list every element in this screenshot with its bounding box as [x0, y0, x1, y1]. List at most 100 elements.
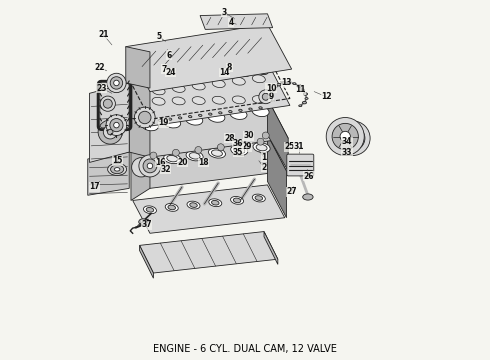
Text: 25: 25	[285, 143, 295, 152]
Ellipse shape	[189, 116, 192, 118]
Ellipse shape	[303, 194, 313, 200]
Polygon shape	[129, 117, 150, 157]
Text: 12: 12	[321, 92, 331, 101]
Text: 32: 32	[160, 165, 171, 174]
Circle shape	[107, 73, 126, 93]
Ellipse shape	[209, 199, 222, 207]
Polygon shape	[133, 185, 285, 233]
Ellipse shape	[234, 147, 245, 154]
Ellipse shape	[208, 112, 225, 122]
Ellipse shape	[164, 154, 181, 164]
Ellipse shape	[202, 75, 213, 81]
Text: 9: 9	[269, 92, 273, 101]
Ellipse shape	[223, 74, 229, 77]
Text: 30: 30	[243, 131, 254, 140]
Ellipse shape	[186, 78, 192, 81]
Text: 2: 2	[261, 163, 267, 172]
Ellipse shape	[293, 83, 296, 85]
Ellipse shape	[230, 109, 247, 120]
Ellipse shape	[231, 197, 244, 204]
Circle shape	[98, 120, 122, 144]
Ellipse shape	[152, 97, 165, 105]
Ellipse shape	[146, 207, 154, 212]
Ellipse shape	[192, 82, 205, 90]
Ellipse shape	[301, 89, 305, 91]
Polygon shape	[264, 231, 278, 264]
Text: 37: 37	[141, 220, 152, 229]
Ellipse shape	[198, 114, 202, 116]
Ellipse shape	[260, 70, 266, 73]
Ellipse shape	[212, 96, 225, 104]
Text: 7: 7	[161, 65, 167, 74]
Circle shape	[326, 117, 364, 156]
Circle shape	[195, 147, 202, 153]
Text: 17: 17	[89, 182, 100, 191]
Circle shape	[259, 90, 272, 104]
Text: 4: 4	[228, 18, 234, 27]
Circle shape	[114, 122, 119, 128]
Polygon shape	[131, 140, 150, 201]
Text: 36: 36	[233, 139, 244, 148]
Text: 10: 10	[266, 84, 276, 93]
Ellipse shape	[242, 72, 247, 75]
Text: 35: 35	[233, 148, 243, 157]
Ellipse shape	[232, 77, 245, 85]
Polygon shape	[127, 62, 290, 126]
Ellipse shape	[299, 105, 302, 107]
Ellipse shape	[231, 145, 248, 155]
Text: 13: 13	[281, 78, 292, 87]
Text: 14: 14	[219, 68, 229, 77]
Ellipse shape	[147, 81, 157, 87]
Ellipse shape	[178, 117, 182, 119]
FancyBboxPatch shape	[287, 154, 314, 176]
Circle shape	[110, 77, 122, 89]
Ellipse shape	[252, 75, 265, 83]
Ellipse shape	[208, 148, 225, 158]
Ellipse shape	[187, 201, 200, 209]
Ellipse shape	[149, 82, 154, 85]
Text: 28: 28	[224, 134, 235, 143]
Ellipse shape	[233, 198, 241, 203]
Polygon shape	[88, 152, 129, 195]
Text: 34: 34	[342, 137, 352, 146]
Ellipse shape	[165, 203, 178, 211]
Text: 26: 26	[304, 172, 314, 181]
Ellipse shape	[221, 73, 231, 78]
Ellipse shape	[267, 95, 271, 98]
Polygon shape	[140, 231, 278, 273]
Ellipse shape	[297, 85, 301, 87]
Polygon shape	[126, 47, 150, 88]
Ellipse shape	[255, 196, 263, 200]
Circle shape	[103, 99, 112, 108]
Ellipse shape	[252, 106, 269, 117]
Ellipse shape	[205, 76, 210, 79]
Ellipse shape	[212, 150, 222, 156]
Text: 6: 6	[166, 51, 172, 60]
Polygon shape	[126, 24, 292, 91]
Circle shape	[106, 115, 127, 135]
Text: 8: 8	[227, 63, 232, 72]
Text: 18: 18	[198, 158, 209, 167]
Ellipse shape	[219, 112, 222, 114]
Ellipse shape	[158, 119, 162, 121]
Ellipse shape	[184, 77, 194, 83]
Text: 16: 16	[155, 158, 166, 167]
Circle shape	[262, 93, 269, 100]
Circle shape	[107, 129, 113, 135]
Ellipse shape	[229, 111, 232, 113]
Circle shape	[340, 131, 350, 142]
Text: 11: 11	[295, 85, 306, 94]
Ellipse shape	[167, 156, 178, 162]
Ellipse shape	[148, 121, 152, 123]
Ellipse shape	[232, 96, 245, 104]
Ellipse shape	[212, 80, 225, 87]
Polygon shape	[90, 83, 129, 162]
Ellipse shape	[169, 118, 172, 120]
Ellipse shape	[189, 153, 200, 159]
Ellipse shape	[114, 168, 120, 171]
Ellipse shape	[186, 151, 203, 161]
Ellipse shape	[165, 78, 175, 85]
Circle shape	[110, 118, 123, 132]
Ellipse shape	[108, 163, 126, 175]
Circle shape	[114, 80, 119, 86]
